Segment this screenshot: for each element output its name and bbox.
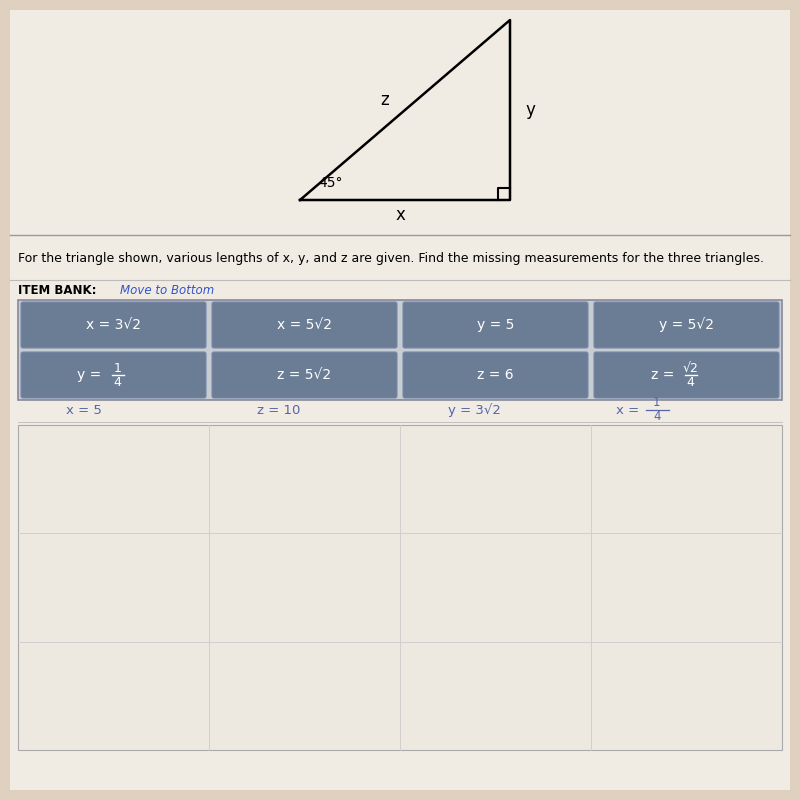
Text: 4: 4	[686, 375, 694, 389]
Text: For the triangle shown, various lengths of x, y, and z are given. Find the missi: For the triangle shown, various lengths …	[18, 252, 764, 265]
Text: y = 5: y = 5	[477, 318, 514, 332]
FancyBboxPatch shape	[18, 300, 782, 400]
Text: 1: 1	[653, 397, 661, 410]
Text: √2: √2	[682, 362, 698, 374]
Text: x: x	[395, 206, 405, 224]
Text: x = 5: x = 5	[66, 403, 102, 417]
Text: y = 5√2: y = 5√2	[659, 318, 714, 332]
Text: x = 5√2: x = 5√2	[277, 318, 332, 332]
Text: 4: 4	[114, 375, 122, 389]
Text: z = 6: z = 6	[477, 368, 514, 382]
Text: y: y	[525, 101, 535, 119]
FancyBboxPatch shape	[18, 425, 782, 750]
Text: 45°: 45°	[318, 176, 342, 190]
FancyBboxPatch shape	[21, 302, 206, 348]
FancyBboxPatch shape	[212, 302, 397, 348]
Text: 4: 4	[653, 410, 661, 423]
Text: y = 3√2: y = 3√2	[448, 403, 501, 417]
FancyBboxPatch shape	[594, 352, 779, 398]
Text: ITEM BANK:: ITEM BANK:	[18, 283, 97, 297]
Text: z: z	[381, 91, 390, 109]
Text: y =: y =	[77, 368, 106, 382]
Text: x =: x =	[616, 403, 644, 417]
FancyBboxPatch shape	[403, 352, 588, 398]
Text: x = 3√2: x = 3√2	[86, 318, 141, 332]
FancyBboxPatch shape	[21, 352, 206, 398]
Text: 1: 1	[114, 362, 122, 374]
Text: Move to Bottom: Move to Bottom	[120, 283, 214, 297]
Text: z = 10: z = 10	[257, 403, 300, 417]
FancyBboxPatch shape	[403, 302, 588, 348]
Text: z = 5√2: z = 5√2	[278, 368, 331, 382]
FancyBboxPatch shape	[594, 302, 779, 348]
FancyBboxPatch shape	[10, 10, 790, 790]
FancyBboxPatch shape	[212, 352, 397, 398]
Text: z =: z =	[650, 368, 678, 382]
